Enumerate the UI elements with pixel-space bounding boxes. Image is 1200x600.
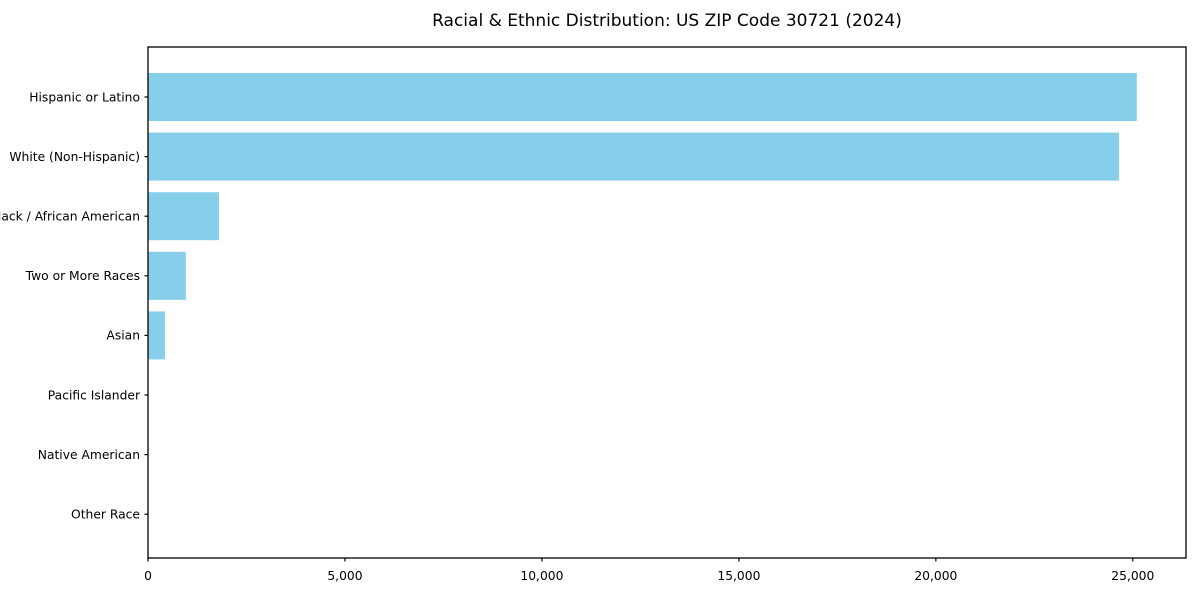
x-tick-label: 5,000 bbox=[327, 569, 362, 583]
plot-frame bbox=[147, 46, 1187, 559]
y-tick-label: White (Non-Hispanic) bbox=[9, 150, 140, 164]
y-tick-label: Hispanic or Latino bbox=[29, 90, 140, 104]
bar bbox=[148, 73, 1137, 121]
chart-title: Racial & Ethnic Distribution: US ZIP Cod… bbox=[432, 11, 902, 31]
bar bbox=[148, 132, 1120, 181]
x-tick-label: 15,000 bbox=[717, 569, 760, 583]
x-tick-label: 25,000 bbox=[1111, 569, 1154, 583]
bar bbox=[148, 192, 219, 241]
x-tick-label: 0 bbox=[144, 569, 152, 583]
x-tick-label: 10,000 bbox=[520, 569, 563, 583]
bar bbox=[148, 251, 186, 300]
y-tick-label: Pacific Islander bbox=[48, 388, 141, 402]
bar bbox=[148, 311, 165, 360]
x-tick-label: 20,000 bbox=[914, 569, 957, 583]
y-tick-label: Other Race bbox=[71, 508, 140, 522]
y-tick-label: Native American bbox=[38, 448, 140, 462]
y-tick-label: Black / African American bbox=[0, 210, 140, 224]
y-tick-label: Two or More Races bbox=[25, 269, 140, 283]
y-tick-label: Asian bbox=[106, 329, 140, 343]
